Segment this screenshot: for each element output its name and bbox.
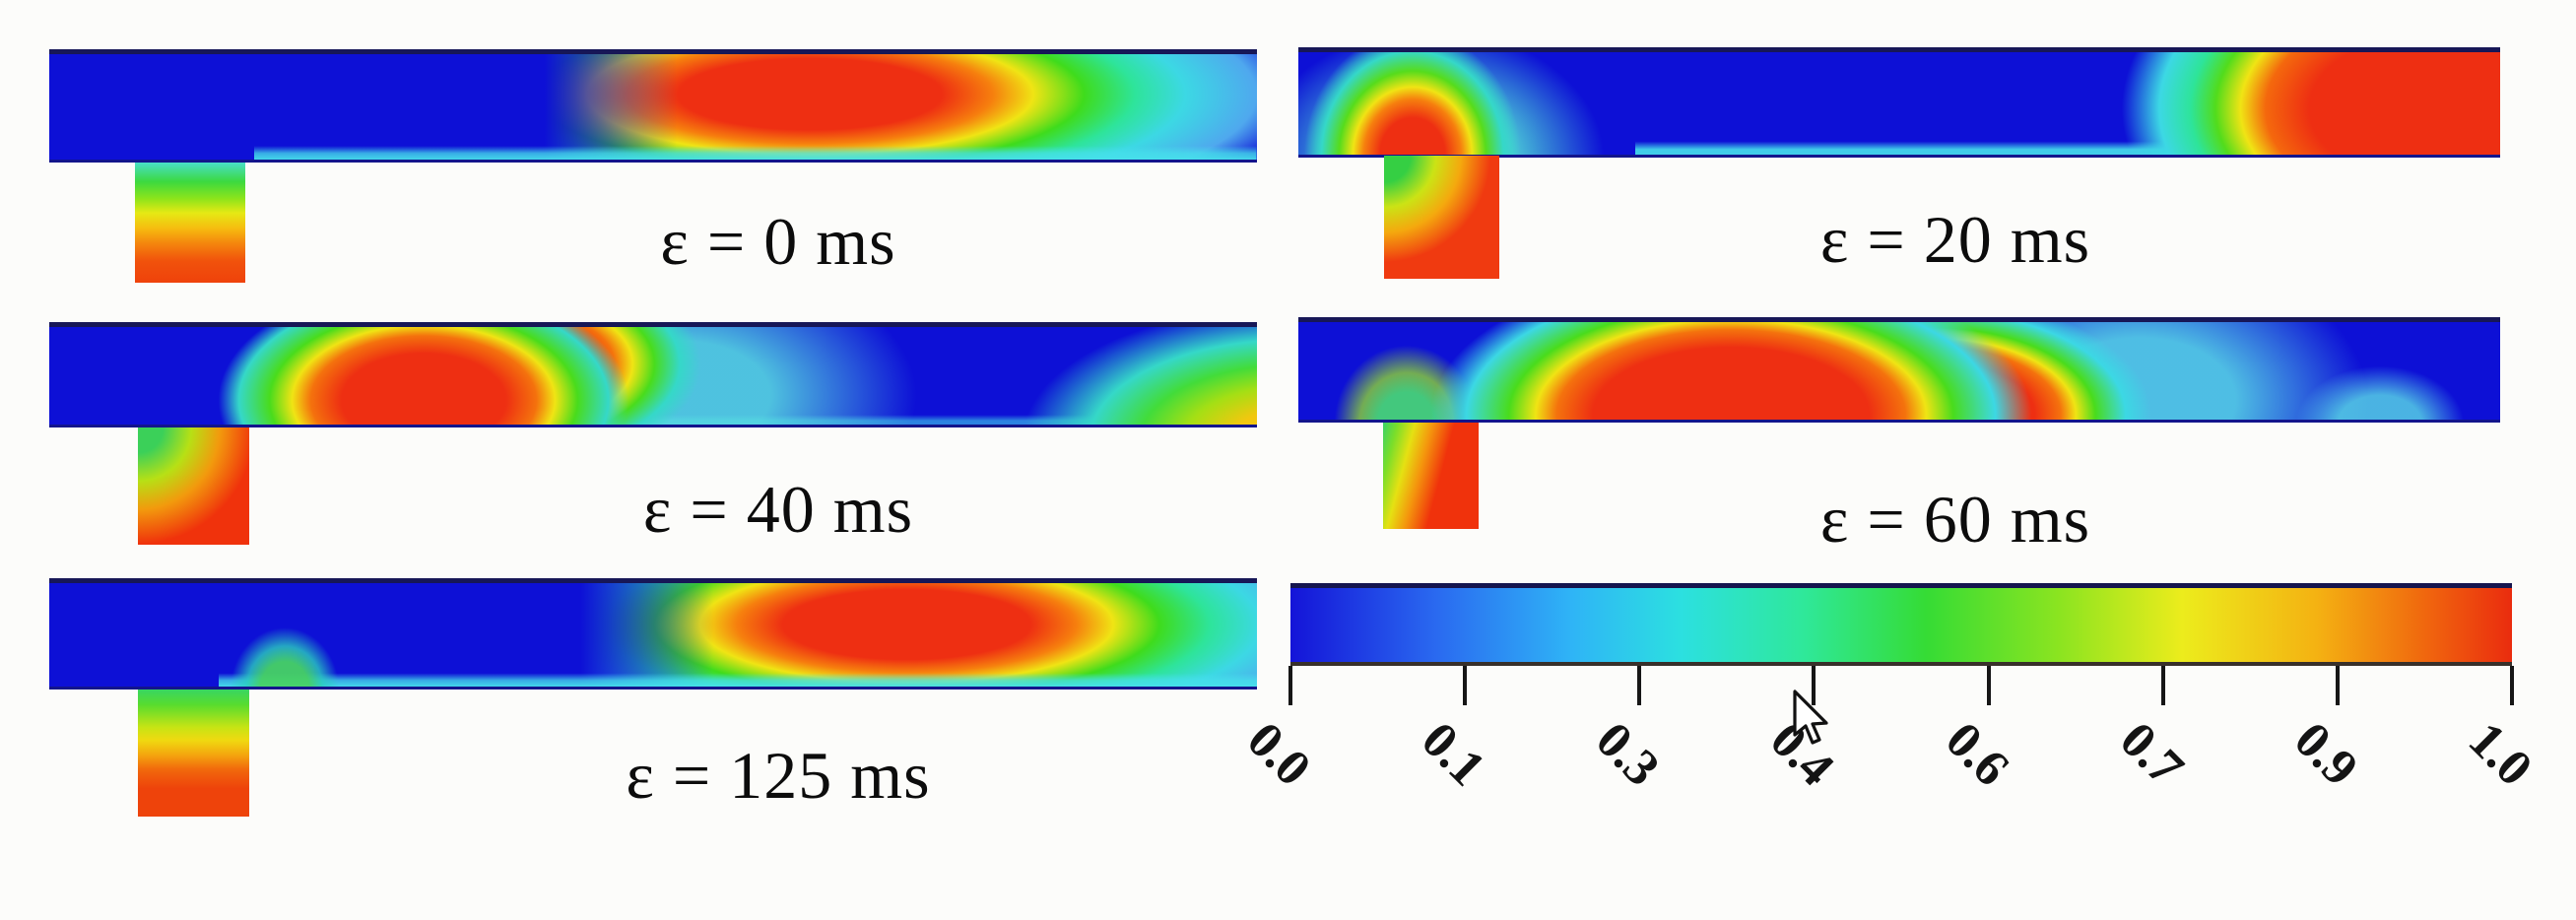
colorbar-tick-label: 0.6: [1934, 711, 2019, 797]
panel-caption-20ms: ε = 20 ms: [1819, 202, 2091, 277]
colorbar-tick-label: 0.9: [2282, 711, 2369, 797]
contour-channel-40ms: [49, 322, 1257, 427]
colorbar-tick-label: 1.0: [2457, 711, 2543, 797]
colorbar-gradient: [1290, 583, 2512, 666]
colorbar-tick-label: 0.7: [2108, 711, 2194, 797]
colorbar-axis: 0.0 0.1 0.3 0.4 0.6 0.7 0.9 1.0: [1236, 666, 2543, 823]
injector-slot-60ms: [1383, 423, 1479, 529]
contour-channel-60ms: [1298, 317, 2500, 423]
contour-channel-125ms: [49, 578, 1257, 690]
mouse-cursor-icon: [1793, 690, 1828, 745]
panel-caption-40ms: ε = 40 ms: [642, 472, 914, 547]
panel-caption-125ms: ε = 125 ms: [626, 738, 931, 813]
colorbar-tick-label: 0.3: [1585, 711, 1671, 797]
colorbar-tick-label: 0.0: [1235, 711, 1322, 797]
injector-slot-20ms: [1384, 156, 1499, 279]
panel-caption-60ms: ε = 60 ms: [1819, 482, 2091, 557]
injector-slot-40ms: [138, 427, 249, 545]
panel-caption-0ms: ε = 0 ms: [660, 204, 896, 279]
colorbar-tick-label: 0.1: [1411, 711, 1496, 797]
contour-channel-20ms: [1298, 47, 2500, 158]
injector-slot-125ms: [138, 690, 249, 817]
injector-slot-0ms: [135, 163, 245, 283]
contour-channel-0ms: [49, 49, 1257, 163]
